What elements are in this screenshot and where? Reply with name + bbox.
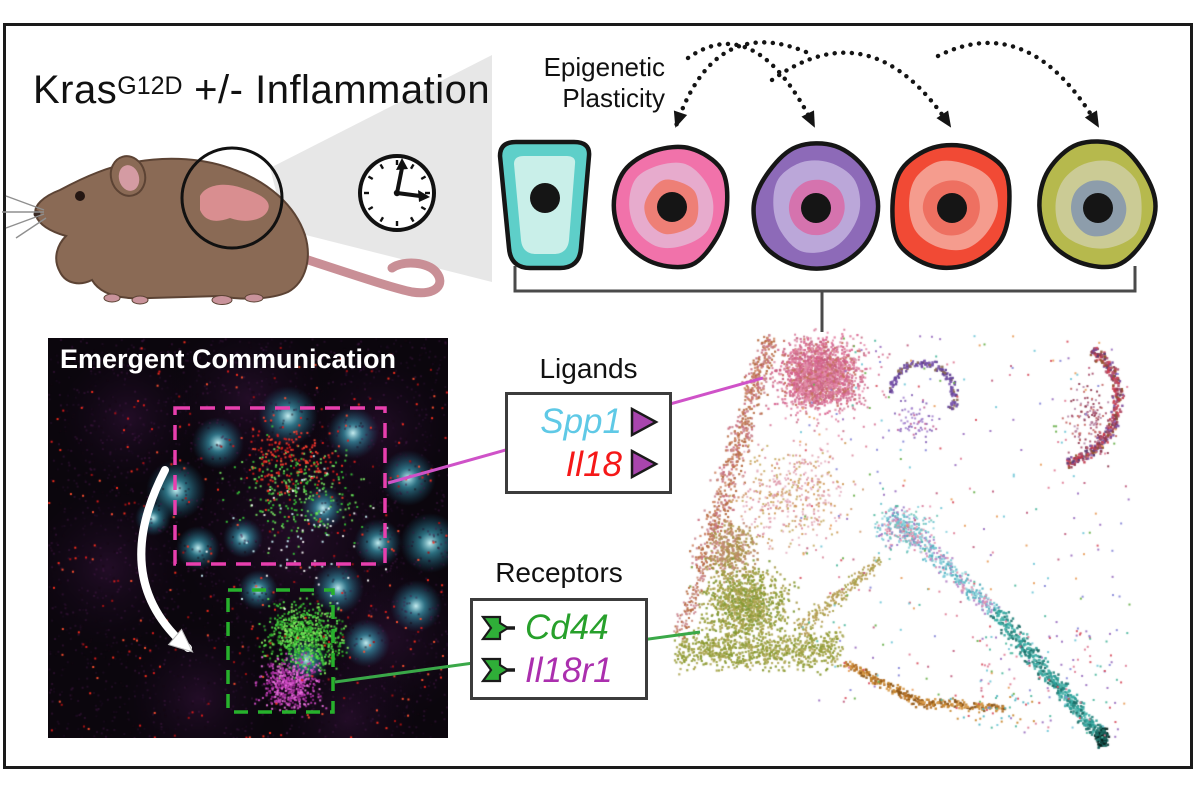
gene-name: Kras [33,68,118,112]
receptor-row: Cd44 [481,610,637,645]
mouse-illustration [2,146,445,305]
plastic-state-purple [751,141,881,271]
receptor-notch-icon [481,658,515,683]
fluorescence-microscopy-image [48,338,448,738]
mouse-body [34,157,309,300]
epigenetic-plasticity-label: Epigenetic Plasticity [495,52,665,114]
plasticity-arrow-1 [673,40,809,129]
pancreas-lens-circle [180,146,284,250]
plastic-state-pink [611,144,730,270]
ligand-triangle-icon [630,406,659,437]
receptor-notch-icon [481,615,515,640]
receptors-box: Cd44 Il18r1 [470,598,648,700]
communication-direction-arrow [137,466,194,653]
mouse-ear-inner [118,165,140,191]
plasticity-label-line2: Plasticity [562,83,665,113]
ligands-title: Ligands [539,353,638,384]
mouse-foot [244,293,264,303]
ligand-row: Il18 [518,447,659,482]
ligands-box: Spp1 Il18 [505,392,672,494]
plastic-state-red [890,142,1012,271]
cell-state-row [497,139,1158,271]
mouse-whiskers [2,195,47,239]
receptor-roi-rectangle [226,588,335,714]
mouse-foot [211,295,233,305]
pancreas-highlight [200,184,269,221]
ligand-row: Spp1 [518,404,659,439]
normal-acinar-cell [497,139,592,271]
receptor-gene-label: Cd44 [525,608,609,648]
plasticity-arrow-3 [769,50,953,129]
plasticity-label-line1: Epigenetic [543,52,665,82]
allele-superscript: G12D [117,72,183,100]
microscopy-panel-title: Emergent Communication [60,344,397,374]
ligand-gene-label: Il18 [565,444,622,484]
umap-scatter-plot [650,300,1170,760]
cell-row-bracket [513,266,1137,332]
ligand-gene-label: Spp1 [540,402,622,442]
plastic-state-olive [1037,139,1158,270]
figure-title: KrasG12D +/- Inflammation [33,68,490,113]
clock-icon [358,154,436,232]
mouse-foot [103,293,121,303]
mouse-eye [75,191,85,201]
ligand-roi-rectangle [173,406,387,566]
receptor-row: Il18r1 [481,653,637,688]
mouse-foot [131,295,149,305]
mouse-tail [297,253,445,298]
plasticity-arrow-2 [685,41,817,129]
receptor-gene-label: Il18r1 [525,650,613,690]
plasticity-arrows [673,40,1101,129]
receptors-title: Receptors [495,557,623,588]
condition-text: +/- Inflammation [182,68,491,112]
plasticity-arrow-4 [935,40,1101,129]
ligand-triangle-icon [630,449,659,480]
